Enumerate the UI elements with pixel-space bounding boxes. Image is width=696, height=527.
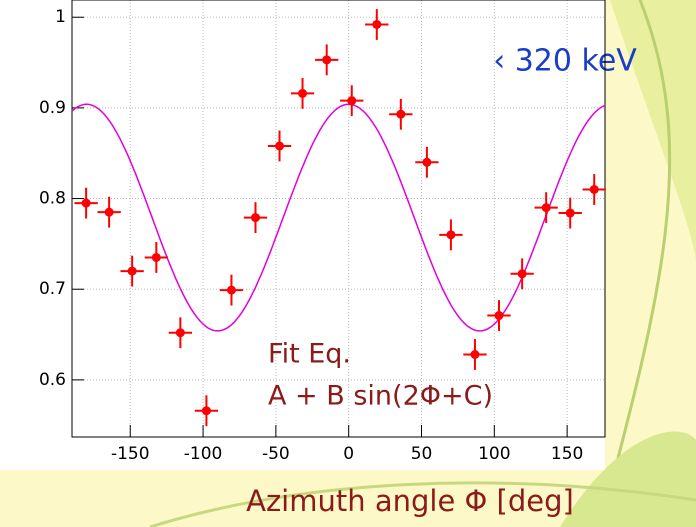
leaf-decoration — [610, 0, 696, 260]
data-point — [372, 19, 382, 29]
data-point — [541, 203, 551, 213]
x-tick-label: 100 — [478, 444, 510, 464]
x-tick-label: -100 — [184, 444, 223, 464]
x-tick-label: -150 — [111, 444, 150, 464]
data-point — [250, 213, 260, 223]
x-tick-label: 0 — [343, 444, 354, 464]
fit-formula: A + B sin(2Φ+C) — [268, 381, 493, 412]
x-tick-label: -50 — [262, 444, 290, 464]
data-point — [298, 88, 308, 98]
x-tick-label: 50 — [411, 444, 433, 464]
fit-curve — [71, 103, 606, 332]
x-tick-label: 150 — [551, 444, 583, 464]
y-tick-label: 1 — [55, 7, 66, 27]
data-point — [396, 109, 406, 119]
annotation: ‹ 320 keV — [493, 44, 637, 79]
data-point — [201, 406, 211, 416]
y-tick-label: 0.8 — [39, 189, 66, 209]
data-point — [226, 285, 236, 295]
data-point — [151, 252, 161, 262]
leaf-decoration — [149, 481, 696, 527]
data-point — [81, 198, 91, 208]
y-tick-label: 0.7 — [39, 279, 66, 299]
data-point — [422, 157, 432, 167]
data-point — [275, 141, 285, 151]
data-point — [565, 208, 575, 218]
leaf-decoration — [560, 431, 696, 527]
data-point — [517, 269, 527, 279]
data-point — [104, 207, 114, 217]
data-point — [589, 184, 599, 194]
x-axis-label: Azimuth angle Φ [deg] — [246, 484, 574, 518]
data-point — [446, 230, 456, 240]
plot-frame — [71, 0, 606, 438]
y-tick-label: 0.6 — [39, 370, 66, 390]
data-point — [494, 311, 504, 321]
y-tick-label: 0.9 — [39, 98, 66, 118]
data-point — [127, 266, 137, 276]
data-point — [175, 328, 185, 338]
fit-label: Fit Eq. — [268, 339, 351, 370]
data-point — [322, 55, 332, 65]
leaf-decoration — [598, 0, 672, 527]
data-point — [347, 96, 357, 106]
data-point — [470, 349, 480, 359]
